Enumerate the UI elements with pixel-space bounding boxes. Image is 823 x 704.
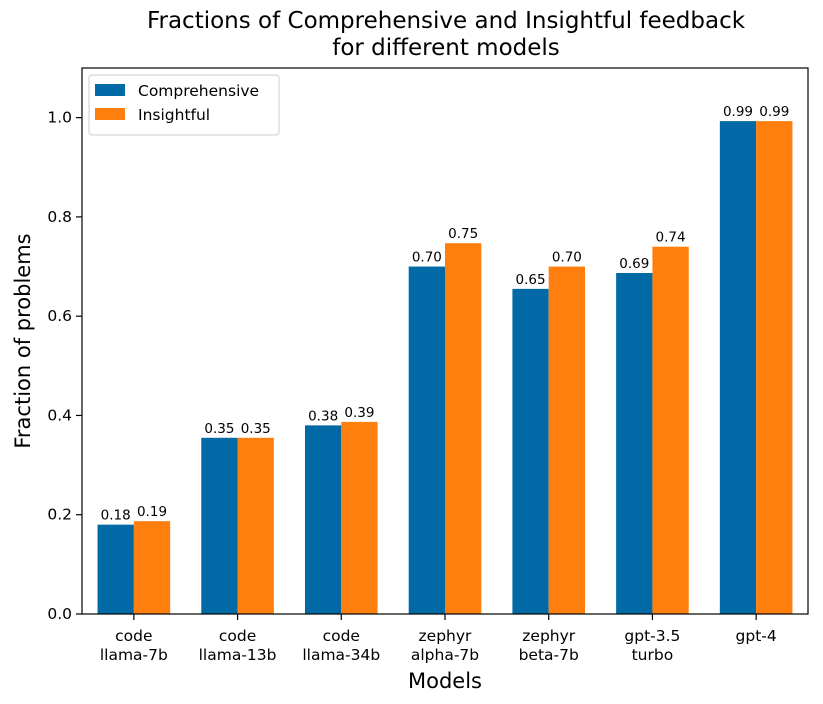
data-label-insightful-3: 0.75: [448, 226, 478, 242]
data-label-comprehensive-2: 0.38: [308, 408, 338, 424]
legend: Comprehensive Insightful: [88, 74, 280, 136]
data-label-comprehensive-4: 0.65: [516, 272, 546, 288]
data-label-comprehensive-5: 0.69: [619, 256, 649, 272]
bar-comprehensive-1: [201, 437, 238, 614]
y-tick-label: 1.0: [47, 109, 72, 127]
x-tick-label: gpt-4: [736, 627, 777, 645]
data-label-insightful-5: 0.74: [656, 230, 686, 246]
legend-label-insightful: Insightful: [138, 106, 210, 124]
bar-comprehensive-5: [616, 272, 653, 614]
x-tick-label: code: [219, 627, 256, 645]
legend-label-comprehensive: Comprehensive: [138, 82, 259, 100]
legend-swatch-comprehensive: [95, 84, 125, 96]
bar-comprehensive-0: [97, 524, 134, 614]
y-tick-label: 0.4: [47, 406, 72, 424]
x-tick-label: turbo: [632, 646, 674, 664]
chart-title-line-2: for different models: [332, 35, 560, 61]
y-tick-label: 0.6: [47, 307, 72, 325]
x-tick-label: alpha-7b: [411, 646, 479, 664]
data-label-insightful-2: 0.39: [344, 405, 374, 421]
bar-insightful-6: [756, 121, 793, 615]
x-axis-label: Models: [408, 669, 482, 693]
data-label-comprehensive-1: 0.35: [204, 421, 234, 437]
chart-title-line-1: Fractions of Comprehensive and Insightfu…: [147, 8, 746, 34]
data-label-comprehensive-0: 0.18: [101, 508, 131, 524]
x-tick-label: beta-7b: [519, 646, 579, 664]
x-tick-label: code: [115, 627, 152, 645]
bar-comprehensive-2: [304, 425, 342, 614]
bar-comprehensive-4: [512, 288, 549, 614]
bar-comprehensive-3: [408, 266, 445, 614]
plot-frame: [81, 67, 809, 615]
legend-swatch-insightful: [95, 108, 125, 120]
x-tick-label: llama-7b: [100, 646, 168, 664]
x-tick-label: zephyr: [522, 627, 576, 645]
x-tick-label: zephyr: [419, 627, 473, 645]
data-label-comprehensive-3: 0.70: [412, 250, 442, 266]
data-label-insightful-1: 0.35: [241, 421, 271, 437]
data-label-insightful-4: 0.70: [552, 250, 582, 266]
bar-insightful-5: [652, 246, 689, 614]
data-label-insightful-0: 0.19: [137, 504, 167, 520]
y-tick-label: 0.8: [47, 208, 72, 226]
x-tick-label: llama-13b: [199, 646, 277, 664]
x-tick-label: code: [323, 627, 360, 645]
data-label-insightful-6: 0.99: [759, 104, 789, 120]
y-axis-label: Fraction of problems: [11, 233, 35, 448]
y-tick-label: 0.0: [47, 605, 72, 623]
y-tick-label: 0.2: [47, 506, 72, 524]
data-label-comprehensive-6: 0.99: [723, 104, 753, 120]
bar-comprehensive-6: [719, 121, 757, 615]
bar-insightful-2: [341, 421, 378, 614]
bar-insightful-3: [445, 243, 482, 614]
bar-insightful-4: [548, 266, 586, 614]
x-tick-label: gpt-3.5: [624, 627, 680, 645]
legend-box: [88, 74, 280, 136]
bar-insightful-1: [237, 437, 274, 614]
bar-insightful-0: [133, 521, 171, 614]
x-tick-label: llama-34b: [302, 646, 380, 664]
